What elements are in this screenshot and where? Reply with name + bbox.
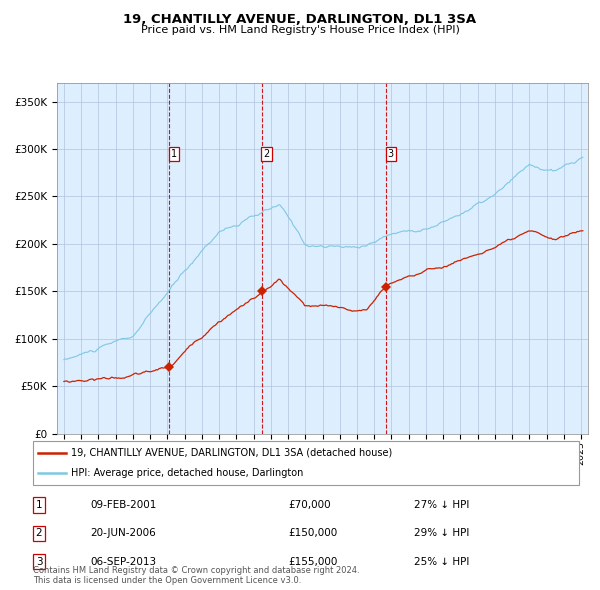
Text: 20-JUN-2006: 20-JUN-2006	[90, 529, 156, 538]
Text: £155,000: £155,000	[288, 557, 337, 566]
Text: 25% ↓ HPI: 25% ↓ HPI	[414, 557, 469, 566]
Text: 1: 1	[171, 149, 177, 159]
Text: 09-FEB-2001: 09-FEB-2001	[90, 500, 157, 510]
Text: 19, CHANTILLY AVENUE, DARLINGTON, DL1 3SA (detached house): 19, CHANTILLY AVENUE, DARLINGTON, DL1 3S…	[71, 448, 392, 458]
Text: 1: 1	[35, 500, 43, 510]
Text: 2: 2	[35, 529, 43, 538]
Text: £150,000: £150,000	[288, 529, 337, 538]
Text: Price paid vs. HM Land Registry's House Price Index (HPI): Price paid vs. HM Land Registry's House …	[140, 25, 460, 35]
Text: 19, CHANTILLY AVENUE, DARLINGTON, DL1 3SA: 19, CHANTILLY AVENUE, DARLINGTON, DL1 3S…	[124, 13, 476, 26]
Text: 3: 3	[35, 557, 43, 566]
Text: 27% ↓ HPI: 27% ↓ HPI	[414, 500, 469, 510]
FancyBboxPatch shape	[33, 441, 579, 485]
Text: 2: 2	[263, 149, 269, 159]
Text: 29% ↓ HPI: 29% ↓ HPI	[414, 529, 469, 538]
Text: HPI: Average price, detached house, Darlington: HPI: Average price, detached house, Darl…	[71, 468, 304, 478]
Text: £70,000: £70,000	[288, 500, 331, 510]
Text: 3: 3	[388, 149, 394, 159]
Text: 06-SEP-2013: 06-SEP-2013	[90, 557, 156, 566]
Text: Contains HM Land Registry data © Crown copyright and database right 2024.
This d: Contains HM Land Registry data © Crown c…	[33, 566, 359, 585]
